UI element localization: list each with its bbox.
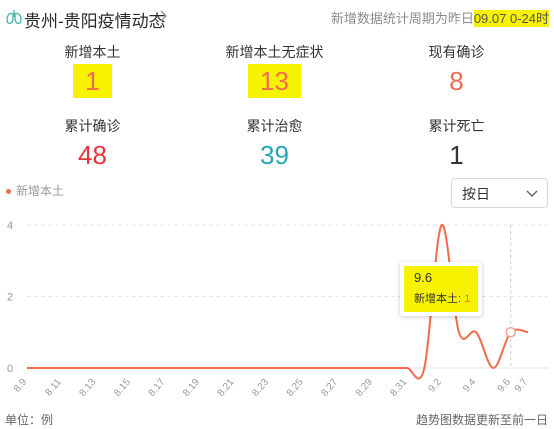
y-tick-label: 2 <box>7 292 13 304</box>
stat-current-confirmed: 现有确诊 8 <box>364 42 549 98</box>
stat-value: 1 <box>449 140 464 170</box>
chart-legend[interactable]: 新增本土 <box>6 182 64 199</box>
stat-label: 累计确诊 <box>64 118 121 134</box>
x-tick-label: 8.21 <box>216 377 237 399</box>
y-tick-label: 4 <box>7 220 13 232</box>
stat-period: 新增数据统计周期为昨日09.07 0-24时 <box>331 8 549 27</box>
stat-value: 39 <box>260 140 289 170</box>
series-line-new-local <box>26 223 529 380</box>
stat-new-asymptomatic: 新增本土无症状 13 <box>182 42 367 98</box>
x-tick-label: 8.27 <box>319 377 340 399</box>
highlight-point <box>505 327 516 338</box>
tooltip-date: 9.6 <box>414 270 433 285</box>
stat-value: 8 <box>449 66 464 96</box>
tooltip-value: 1 <box>464 293 471 305</box>
x-tick-label: 8.11 <box>43 377 64 399</box>
stat-total-confirmed: 累计确诊 48 <box>0 116 185 172</box>
unit-label: 单位：例 <box>5 413 54 427</box>
x-tick-label: 8.23 <box>250 377 271 399</box>
stat-total-cured: 累计治愈 39 <box>182 116 367 172</box>
x-tick-label: 8.13 <box>77 377 98 399</box>
x-tick-label: 8.19 <box>181 377 202 399</box>
stat-label: 累计治愈 <box>246 118 303 134</box>
chart-tooltip: 9.6 新增本土: 1 <box>400 262 482 316</box>
stat-new-local: 新增本土 1 <box>0 42 185 98</box>
stat-label: 新增本土无症状 <box>225 44 324 60</box>
stat-label: 现有确诊 <box>428 44 485 60</box>
stat-label: 累计死亡 <box>428 118 485 134</box>
y-tick-label: 0 <box>7 363 13 375</box>
x-tick-label: 8.9 <box>12 377 30 395</box>
trend-chart[interactable]: 0 2 4 8.9 8.11 8.13 8.15 8.17 8.19 8.21 8.23 8.25 8.… <box>0 210 554 408</box>
update-note: 趋势图数据更新至前一日 <box>415 413 548 427</box>
stat-period-value: 09.07 0-24时 <box>473 10 549 27</box>
tooltip-series: 新增本土 <box>414 293 458 305</box>
stat-value: 1 <box>73 64 112 98</box>
x-tick-label: 9.7 <box>513 377 531 395</box>
stat-label: 新增本土 <box>64 44 121 60</box>
lungs-icon <box>6 10 22 25</box>
tooltip-row: 新增本土: 1 <box>414 293 471 305</box>
legend-dot <box>6 189 11 195</box>
tooltip-body: 9.6 新增本土: 1 <box>404 266 478 312</box>
legend-label: 新增本土 <box>16 184 65 198</box>
chevron-right-icon[interactable] <box>158 9 170 23</box>
x-tick-label: 9.4 <box>461 377 479 395</box>
x-tick-label: 8.17 <box>147 377 168 399</box>
region-title[interactable]: 贵州-贵阳疫情动态 <box>24 12 166 31</box>
interval-select-value: 按日 <box>462 186 490 202</box>
chevron-down-icon <box>526 190 538 197</box>
x-tick-label: 9.2 <box>427 377 445 395</box>
stat-total-deaths: 累计死亡 1 <box>364 116 549 172</box>
stat-value: 48 <box>78 140 107 170</box>
x-tick-label: 8.31 <box>388 377 409 399</box>
x-tick-label: 8.29 <box>354 377 375 399</box>
x-tick-label: 8.15 <box>112 377 133 399</box>
stat-value: 13 <box>248 64 301 98</box>
stat-period-prefix: 新增数据统计周期为昨日 <box>330 11 474 26</box>
x-tick-label: 8.25 <box>285 377 306 399</box>
x-tick-label: 9.6 <box>496 377 514 395</box>
interval-select[interactable]: 按日 <box>451 178 548 208</box>
header: 贵州-贵阳疫情动态 新增数据统计周期为昨日09.07 0-24时 <box>0 0 554 32</box>
